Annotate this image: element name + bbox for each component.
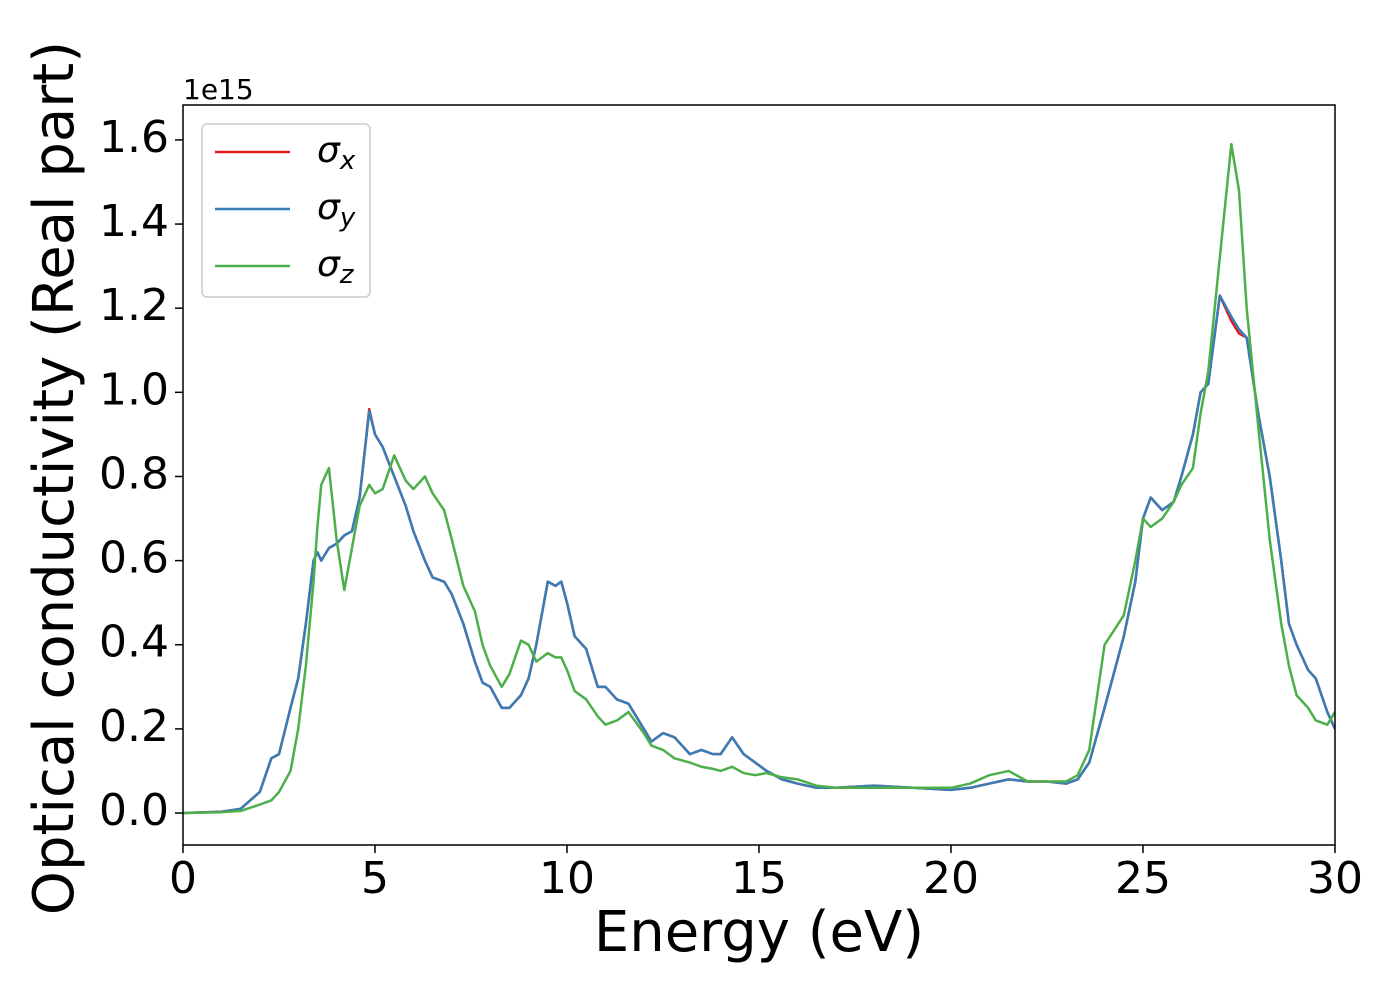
x-tick-label: 5 — [361, 853, 389, 904]
y-tick-label: 1.4 — [99, 196, 169, 247]
legend: σx σy σz — [201, 123, 371, 298]
y-tick-label: 1.2 — [99, 280, 169, 331]
y-tick-label: 0.8 — [99, 448, 169, 499]
legend-label: σx — [317, 130, 356, 176]
x-tick-label: 10 — [539, 853, 595, 904]
y-tick-label: 0.6 — [99, 533, 169, 584]
x-tick-label: 20 — [923, 853, 979, 904]
y-tick-label: 1.6 — [99, 112, 169, 163]
series-line — [183, 142, 1335, 815]
y-tick-label: 0.0 — [99, 785, 169, 836]
legend-label: σz — [317, 244, 355, 290]
x-tick-label: 15 — [731, 853, 787, 904]
x-tick-label: 30 — [1307, 853, 1363, 904]
x-tick-label: 25 — [1115, 853, 1171, 904]
legend-box — [201, 123, 371, 298]
series-line — [183, 294, 1335, 815]
plot-frame — [182, 104, 1336, 846]
x-axis-label: Energy (eV) — [594, 900, 924, 965]
y-tick-label: 1.0 — [99, 364, 169, 415]
legend-label: σy — [317, 187, 356, 233]
plot-lines — [183, 142, 1335, 815]
series-line — [183, 294, 1335, 815]
y-tick-label: 0.2 — [99, 701, 169, 752]
y-offset-label: 1e15 — [183, 73, 254, 106]
y-tick-label: 0.4 — [99, 617, 169, 668]
y-axis-label: Optical conductivity (Real part) — [22, 41, 87, 915]
x-tick-label: 0 — [169, 853, 197, 904]
